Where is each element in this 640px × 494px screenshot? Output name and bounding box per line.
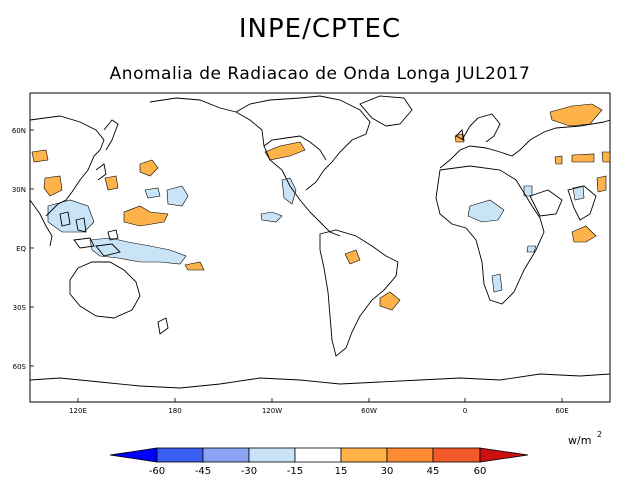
colorbar-label: -60 bbox=[149, 466, 165, 477]
colorbar-label: -30 bbox=[241, 466, 257, 477]
negative-anomaly-regions bbox=[47, 177, 585, 293]
colorbar-segment bbox=[248, 447, 296, 463]
colorbar-segment bbox=[294, 447, 342, 463]
lat-tick-label: 30N bbox=[12, 186, 26, 194]
colorbar-label: 60 bbox=[474, 466, 487, 477]
lat-tick-label: 60S bbox=[13, 363, 27, 371]
lat-tick-label: 30S bbox=[13, 304, 27, 312]
map-subtitle: Anomalia de Radiacao de Onda Longa JUL20… bbox=[109, 64, 531, 84]
colorbar-label: 45 bbox=[427, 466, 440, 477]
lon-tick-label: 0 bbox=[463, 407, 467, 415]
colorbar-segment bbox=[340, 447, 388, 463]
colorbar-left-arrow bbox=[109, 447, 158, 463]
land-contours bbox=[29, 95, 611, 389]
colorbar: -60 -45 -30 -15 15 30 45 60 bbox=[109, 447, 529, 477]
positive-anomaly-regions bbox=[31, 103, 611, 311]
lon-tick-label: 60W bbox=[361, 407, 377, 415]
colorbar-label: -15 bbox=[287, 466, 303, 477]
lat-tick-label: 60N bbox=[12, 127, 26, 135]
map-title: INPE/CPTEC bbox=[238, 14, 402, 44]
units-exponent: 2 bbox=[597, 430, 602, 439]
lon-tick-label: 60E bbox=[555, 407, 568, 415]
colorbar-label: 15 bbox=[335, 466, 348, 477]
colorbar-segment bbox=[156, 447, 204, 463]
units-text: w/m bbox=[568, 434, 591, 447]
longitude-axis: 120E 180 120W 60W 0 60E bbox=[69, 398, 569, 415]
colorbar-label: 30 bbox=[381, 466, 394, 477]
lon-tick-label: 120W bbox=[262, 407, 282, 415]
lon-tick-label: 180 bbox=[168, 407, 181, 415]
colorbar-right-arrow bbox=[479, 447, 529, 463]
colorbar-segment bbox=[432, 447, 481, 463]
colorbar-segment bbox=[202, 447, 250, 463]
units-label: w/m 2 bbox=[568, 430, 602, 447]
lat-tick-label: EQ bbox=[16, 245, 26, 253]
latitude-axis: 60N 30N EQ 30S 60S bbox=[12, 127, 34, 371]
colorbar-segment bbox=[386, 447, 434, 463]
colorbar-label: -45 bbox=[195, 466, 211, 477]
map-area bbox=[29, 92, 611, 403]
lon-tick-label: 120E bbox=[69, 407, 87, 415]
